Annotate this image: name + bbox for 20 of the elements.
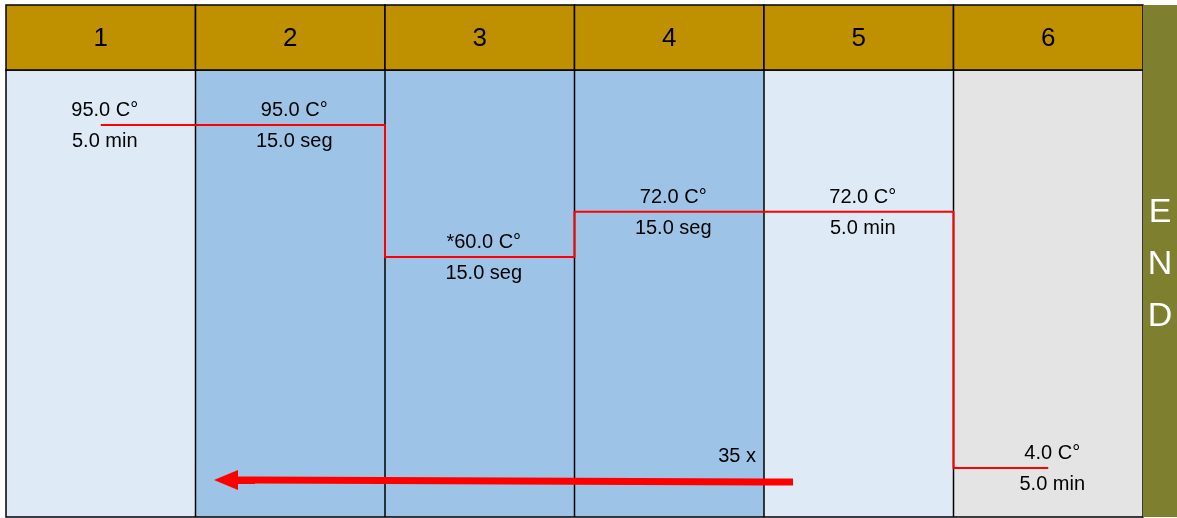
data-label: 95.0 C° xyxy=(71,98,139,120)
data-label: *60.0 C° xyxy=(446,229,522,252)
annotation: 15.0 seg xyxy=(255,129,333,151)
annotation: 35 x xyxy=(718,444,756,466)
annotation: 15.0 seg xyxy=(445,260,523,283)
annotation: 5.0 min xyxy=(71,129,138,151)
annotation: 15.0 seg xyxy=(634,215,712,238)
data-label: 95.0 C° xyxy=(260,98,328,120)
x-tick-label: 2 xyxy=(283,22,298,52)
annotation: 5.0 min xyxy=(829,215,896,238)
x-tick-label: 6 xyxy=(1041,22,1056,52)
text: END xyxy=(1147,191,1173,333)
data-label: 4.0 C° xyxy=(1024,441,1081,463)
data-label: 72.0 C° xyxy=(639,184,707,207)
x-tick-label: 1 xyxy=(93,22,108,52)
x-tick-label: 3 xyxy=(472,22,487,52)
data-label: 72.0 C° xyxy=(829,184,897,207)
x-tick-label: 5 xyxy=(851,22,866,52)
text: 5.0 min xyxy=(1019,472,1086,494)
x-tick-label: 4 xyxy=(662,22,677,52)
